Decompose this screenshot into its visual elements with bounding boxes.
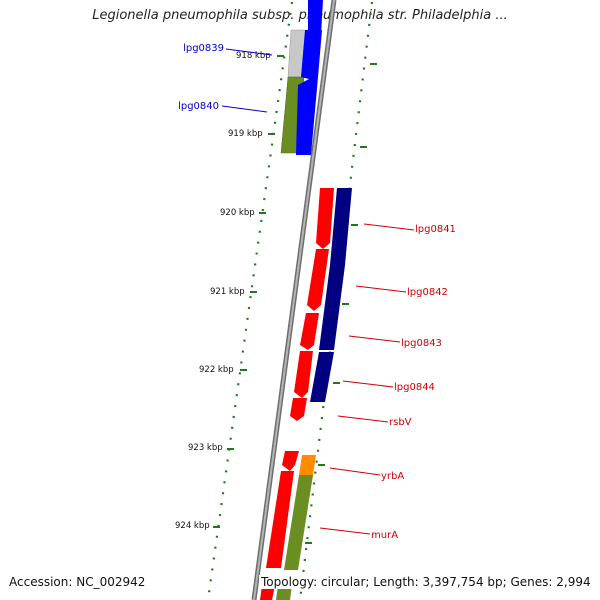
gene-block-navy	[319, 265, 345, 350]
middle-navy-genes	[310, 188, 352, 402]
topology-text: Topology: circular; Length: 3,397,754 bp…	[259, 575, 593, 589]
gene-block-navy	[330, 188, 352, 265]
gene-label-lpg0842[interactable]: lpg0842	[407, 287, 448, 298]
kbp-label: 923 kbp	[188, 443, 223, 453]
kbp-label: 924 kbp	[175, 521, 210, 531]
inner-dotted-track	[206, 1, 294, 600]
gene-block-olive	[284, 475, 313, 570]
gene-block-blue	[308, 0, 323, 35]
kbp-label: 920 kbp	[220, 208, 255, 218]
gene-arrow-red	[316, 188, 334, 249]
leader-line-lpg0840	[221, 105, 268, 113]
kbp-label: 918 kbp	[236, 51, 271, 61]
leader-line-rsbV	[337, 415, 389, 423]
gene-arrow-red	[282, 451, 299, 471]
gene-block-orange	[299, 455, 316, 475]
gene-arrow-red	[307, 249, 329, 311]
gene-label-lpg0841[interactable]: lpg0841	[415, 224, 456, 235]
middle-red-genes	[290, 188, 334, 421]
gene-label-murA[interactable]: murA	[371, 530, 398, 541]
map-title: Legionella pneumophila subsp. pneumophil…	[92, 8, 508, 23]
gene-label-rsbV[interactable]: rsbV	[389, 417, 412, 428]
kbp-labels: 918 kbp 919 kbp 920 kbp 921 kbp 922 kbp …	[175, 51, 271, 531]
gene-label-yrbA[interactable]: yrbA	[381, 471, 404, 482]
gene-arrow-red	[294, 351, 313, 398]
gene-label-lpg0843[interactable]: lpg0843	[401, 338, 442, 349]
leader-line-lpg0839	[225, 48, 273, 56]
leader-line-lpg0844	[342, 380, 394, 388]
leader-line-lpg0842	[355, 285, 407, 293]
gene-labels: lpg0839 lpg0840 lpg0841 lpg0842 lpg0843 …	[178, 43, 456, 541]
gene-block-navy	[310, 352, 334, 402]
leader-line-yrbA	[329, 467, 381, 476]
gene-arrow-red	[300, 313, 319, 350]
leader-line-lpg0841	[363, 223, 415, 231]
gene-label-leaders	[221, 48, 415, 535]
leader-line-murA	[319, 527, 371, 535]
outer-dotted-track	[298, 1, 377, 600]
gene-block-blue	[301, 30, 322, 77]
upper-inner-genes	[280, 0, 323, 155]
gene-label-lpg0840[interactable]: lpg0840	[178, 101, 219, 112]
kbp-label: 922 kbp	[199, 365, 234, 375]
kbp-label: 921 kbp	[210, 287, 245, 297]
accession-text: Accession: NC_002942	[7, 575, 148, 589]
gene-label-lpg0839[interactable]: lpg0839	[183, 43, 224, 54]
gene-label-lpg0844[interactable]: lpg0844	[394, 382, 435, 393]
backbone-line	[251, 0, 337, 600]
gene-arrow-red	[290, 398, 307, 421]
gene-arrow-red	[266, 471, 294, 568]
kbp-ticks	[213, 55, 284, 528]
gene-block-blue	[296, 77, 318, 155]
leader-line-lpg0843	[348, 335, 401, 343]
kbp-label: 919 kbp	[228, 129, 263, 139]
